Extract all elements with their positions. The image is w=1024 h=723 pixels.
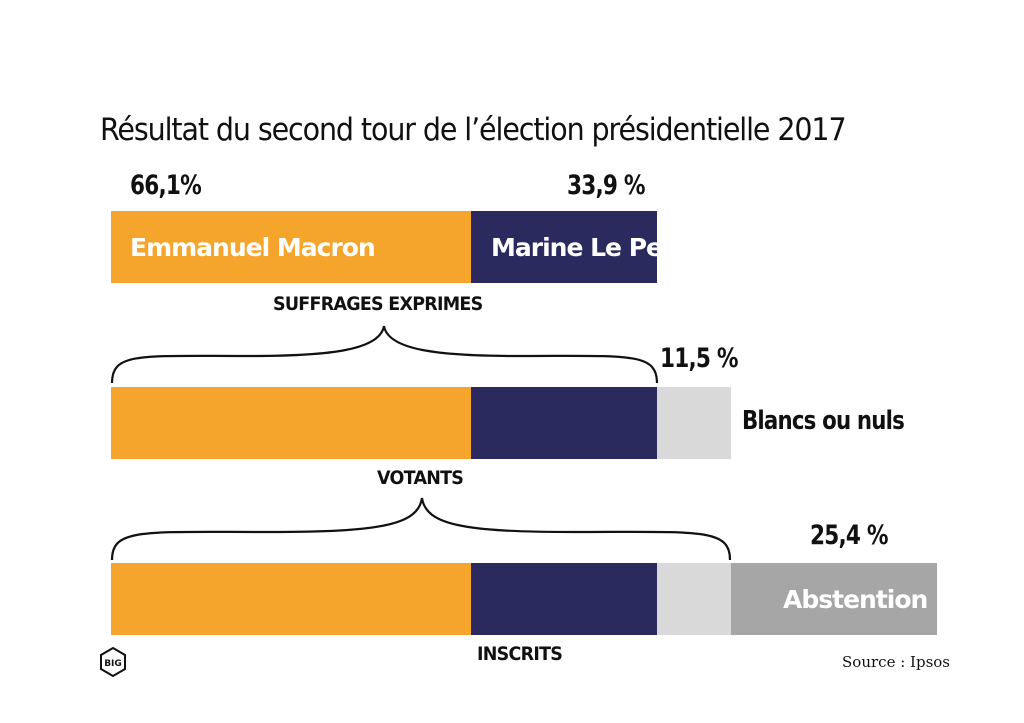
macron-name-label: Emmanuel Macron [130, 232, 376, 262]
bar-votants-lepen [471, 387, 657, 459]
bar-inscrits-macron [111, 563, 471, 635]
caption-suffrages: SUFFRAGES EXPRIMES [273, 293, 483, 315]
bar-votants-macron [111, 387, 471, 459]
blancs-percent-label: 11,5 % [660, 343, 738, 374]
caption-inscrits: INSCRITS [477, 643, 563, 665]
lepen-percent-label: 33,9 % [567, 170, 645, 201]
big-logo-icon: BIG [100, 647, 126, 677]
lepen-name-label: Marine Le Pen [491, 232, 680, 262]
macron-percent-label: 66,1% [130, 170, 202, 201]
bar-suffrages-lepen: Marine Le Pen [471, 211, 680, 283]
abstention-percent-label: 25,4 % [810, 520, 888, 551]
bar-inscrits-abstention: Abstention [731, 563, 937, 635]
bar-votants-blancs [657, 387, 731, 459]
chart-title: Résultat du second tour de l’élection pr… [100, 112, 847, 148]
bar-inscrits-blancs [657, 563, 731, 635]
blancs-name-label: Blancs ou nuls [742, 406, 905, 436]
bar-suffrages-macron: Emmanuel Macron [111, 211, 471, 283]
source-note: Source : Ipsos [842, 653, 950, 671]
caption-votants: VOTANTS [377, 467, 464, 489]
abstention-name-label: Abstention [783, 584, 928, 614]
big-logo-text: BIG [104, 659, 122, 669]
bar-inscrits-lepen [471, 563, 657, 635]
